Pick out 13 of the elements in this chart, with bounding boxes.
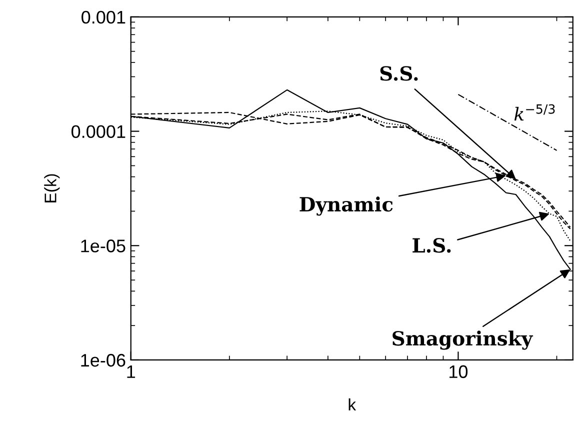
x-tick-label: 1 [127,365,136,378]
y-tick-label: 1e-05 [81,240,126,252]
annotation: S.S. [380,66,418,81]
x-tick-label: 10 [450,365,468,378]
annotation: L.S. [412,238,451,253]
x-axis-title: k [348,398,356,410]
annotation: Smagorinsky [392,330,534,350]
legend-label: k$^{−5/3}$ [514,104,555,121]
y-tick-label: 0.0001 [71,125,126,138]
y-tick-label: 0.001 [82,10,126,24]
y-axis-title: E(k) [44,174,60,202]
annotation: Dynamic [300,196,393,216]
y-tick-label: 1e-06 [81,354,126,367]
